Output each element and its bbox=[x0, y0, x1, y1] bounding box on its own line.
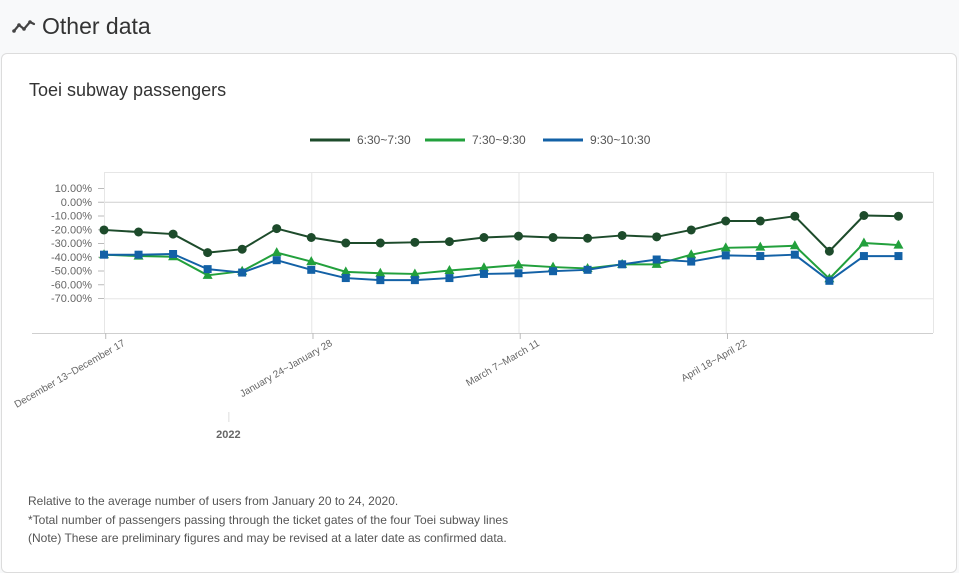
data-point bbox=[202, 269, 213, 279]
data-point bbox=[134, 227, 144, 237]
section-title: Other data bbox=[42, 12, 151, 39]
data-point bbox=[617, 230, 627, 240]
data-point bbox=[583, 233, 593, 243]
data-point bbox=[756, 252, 765, 261]
data-point bbox=[514, 269, 523, 278]
data-point bbox=[341, 238, 351, 248]
y-tick-label: -40.00% bbox=[51, 252, 92, 264]
data-point bbox=[720, 242, 731, 252]
data-point bbox=[893, 239, 904, 249]
data-point bbox=[721, 251, 730, 260]
data-point bbox=[169, 250, 178, 258]
data-point bbox=[549, 267, 558, 276]
data-point bbox=[340, 266, 351, 276]
data-point bbox=[203, 248, 213, 258]
data-point bbox=[687, 257, 696, 266]
section-header: Other data bbox=[0, 0, 959, 52]
data-point bbox=[410, 276, 419, 285]
data-point bbox=[513, 259, 524, 269]
data-point bbox=[618, 260, 627, 269]
data-point bbox=[272, 256, 281, 265]
data-point bbox=[824, 246, 834, 256]
data-point bbox=[444, 237, 454, 247]
data-point bbox=[686, 225, 696, 235]
note-line: *Total number of passengers passing thro… bbox=[28, 512, 509, 527]
y-tick-label: -20.00% bbox=[51, 224, 92, 236]
notes: Relative to the average number of users … bbox=[28, 492, 508, 548]
y-tick-label: -70.00% bbox=[51, 293, 92, 305]
data-point bbox=[479, 269, 488, 278]
x-group-label: 2022 bbox=[216, 429, 240, 441]
data-point bbox=[272, 224, 282, 234]
data-point bbox=[375, 238, 385, 248]
data-point bbox=[652, 232, 662, 242]
note-line: Relative to the average number of users … bbox=[28, 494, 399, 508]
y-tick-label: 10.00% bbox=[55, 183, 93, 195]
data-point bbox=[583, 265, 592, 274]
data-point bbox=[859, 252, 868, 261]
data-point bbox=[410, 237, 420, 247]
chart-card: Toei subway passengers 10.00% 0.00% -10.00… bbox=[1, 53, 957, 573]
data-point bbox=[893, 211, 903, 221]
data-point bbox=[341, 274, 350, 283]
data-point bbox=[479, 233, 489, 242]
data-point bbox=[237, 244, 247, 254]
data-point bbox=[790, 211, 800, 221]
data-point bbox=[755, 241, 766, 251]
data-point bbox=[306, 256, 317, 266]
note-line: (Note) These are preliminary figures and… bbox=[28, 531, 507, 545]
x-tick-label: December 13~December 17 bbox=[13, 338, 128, 411]
y-tick-label: -10.00% bbox=[51, 211, 92, 223]
data-point bbox=[721, 216, 731, 226]
data-point bbox=[789, 240, 800, 250]
legend-entry: 6:30~7:30 bbox=[357, 133, 411, 147]
line-chart: 10.00% 0.00% -10.00%-20.00% -30.00% -40.00% -… bbox=[13, 133, 934, 441]
line-chart-icon bbox=[12, 20, 36, 33]
data-point bbox=[99, 225, 109, 235]
x-tick-label: January 24~January 28 bbox=[238, 338, 335, 400]
data-point bbox=[478, 262, 489, 272]
data-point bbox=[859, 211, 869, 220]
data-point bbox=[100, 250, 108, 259]
data-point bbox=[307, 265, 316, 274]
data-point bbox=[894, 252, 903, 261]
data-point bbox=[375, 267, 386, 277]
data-point bbox=[858, 237, 869, 247]
series-line bbox=[103, 214, 899, 254]
series-line bbox=[104, 253, 899, 282]
data-point bbox=[168, 229, 178, 239]
card-title: Toei subway passengers bbox=[29, 80, 227, 100]
data-point bbox=[445, 274, 454, 283]
x-tick-label: March 7~March 11 bbox=[464, 338, 542, 389]
x-tick-label: April 18~April 22 bbox=[680, 338, 750, 385]
data-point bbox=[376, 276, 385, 285]
data-point bbox=[514, 231, 523, 241]
legend-entry: 9:30~10:30 bbox=[590, 133, 651, 147]
data-point bbox=[203, 265, 212, 274]
data-point bbox=[686, 249, 697, 259]
data-point bbox=[755, 216, 765, 226]
y-tick-label: -30.00% bbox=[51, 238, 92, 250]
legend-entry: 7:30~9:30 bbox=[472, 133, 526, 147]
data-point bbox=[238, 268, 247, 277]
data-point bbox=[548, 233, 558, 242]
data-point bbox=[652, 255, 661, 264]
data-point bbox=[306, 233, 316, 242]
data-point bbox=[825, 276, 834, 285]
data-point bbox=[444, 265, 455, 274]
y-tick-label: 0.00% bbox=[61, 197, 92, 209]
y-tick-label: -60.00% bbox=[51, 279, 92, 291]
data-point bbox=[409, 268, 420, 278]
y-tick-label: -50.00% bbox=[51, 266, 92, 278]
data-point bbox=[134, 250, 143, 259]
data-point bbox=[790, 250, 799, 259]
data-point bbox=[271, 247, 282, 257]
